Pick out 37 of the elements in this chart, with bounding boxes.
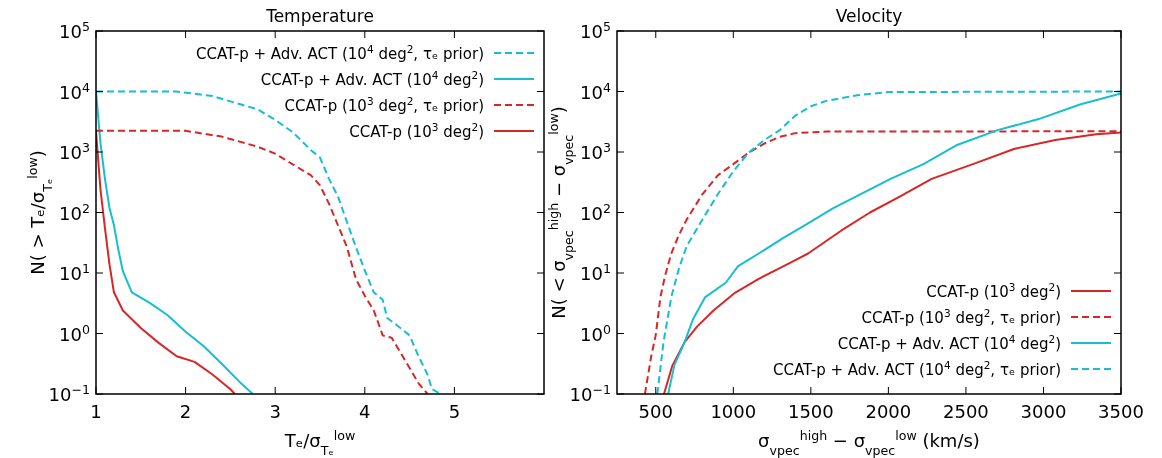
legend-label: CCAT-p + Adv. ACT (10$^{4}$ deg$^{2}$)	[260, 69, 484, 89]
y-tick-label: 10$^{1}$	[59, 260, 90, 284]
y-tick-label: 10$^{0}$	[580, 321, 611, 345]
y-tick-label: 10$^{3}$	[59, 139, 90, 163]
x-tick-label: 3	[269, 401, 281, 422]
legend-label: CCAT-p (10$^{3}$ deg$^{2}$)	[926, 281, 1061, 301]
x-axis-title: σ$_{vpec}$$^{high}$ − σ$_{vpec}$$^{low}$ (km/s)	[758, 427, 980, 458]
x-tick-label: 5	[448, 401, 461, 422]
x-tick-label: 1	[90, 401, 102, 422]
x-tick-label: 2	[179, 401, 192, 422]
x-tick-label: 500	[638, 401, 673, 422]
y-tick-label: 10$^{−1}$	[48, 381, 90, 405]
y-tick-label: 10$^{0}$	[59, 321, 90, 345]
chart-title: Velocity	[835, 6, 903, 26]
y-tick-label: 10$^{5}$	[59, 18, 90, 42]
legend-label: CCAT-p (10$^{3}$ deg$^{2}$)	[349, 121, 484, 141]
x-tick-label: 1500	[787, 401, 834, 422]
x-tick-label: 3000	[1020, 401, 1067, 422]
x-tick-label: 4	[359, 401, 371, 422]
chart-title: Temperature	[265, 6, 374, 26]
x-tick-label: 3500	[1098, 401, 1144, 422]
y-tick-label: 10$^{1}$	[580, 260, 611, 284]
x-tick-label: 2000	[865, 401, 912, 422]
legend-label: CCAT-p + Adv. ACT (10$^{4}$ deg$^{2}$)	[837, 333, 1061, 353]
y-tick-label: 10$^{−1}$	[569, 381, 611, 405]
x-tick-label: 2500	[943, 401, 989, 422]
y-tick-label: 10$^{5}$	[580, 18, 611, 42]
x-tick-label: 1000	[710, 401, 757, 422]
legend-label: CCAT-p + Adv. ACT (10$^{4}$ deg$^{2}$, τₑ prior)	[195, 43, 484, 63]
legend-label: CCAT-p (10$^{3}$ deg$^{2}$, τₑ prior)	[861, 307, 1061, 327]
y-tick-label: 10$^{2}$	[59, 200, 90, 224]
legend-label: CCAT-p (10$^{3}$ deg$^{2}$, τₑ prior)	[284, 95, 484, 115]
legend-label: CCAT-p + Adv. ACT (10$^{4}$ deg$^{2}$, τₑ prior)	[772, 359, 1061, 379]
y-tick-label: 10$^{4}$	[580, 79, 611, 103]
y-tick-label: 10$^{4}$	[59, 79, 90, 103]
y-tick-label: 10$^{3}$	[580, 139, 611, 163]
y-tick-label: 10$^{2}$	[580, 200, 611, 224]
